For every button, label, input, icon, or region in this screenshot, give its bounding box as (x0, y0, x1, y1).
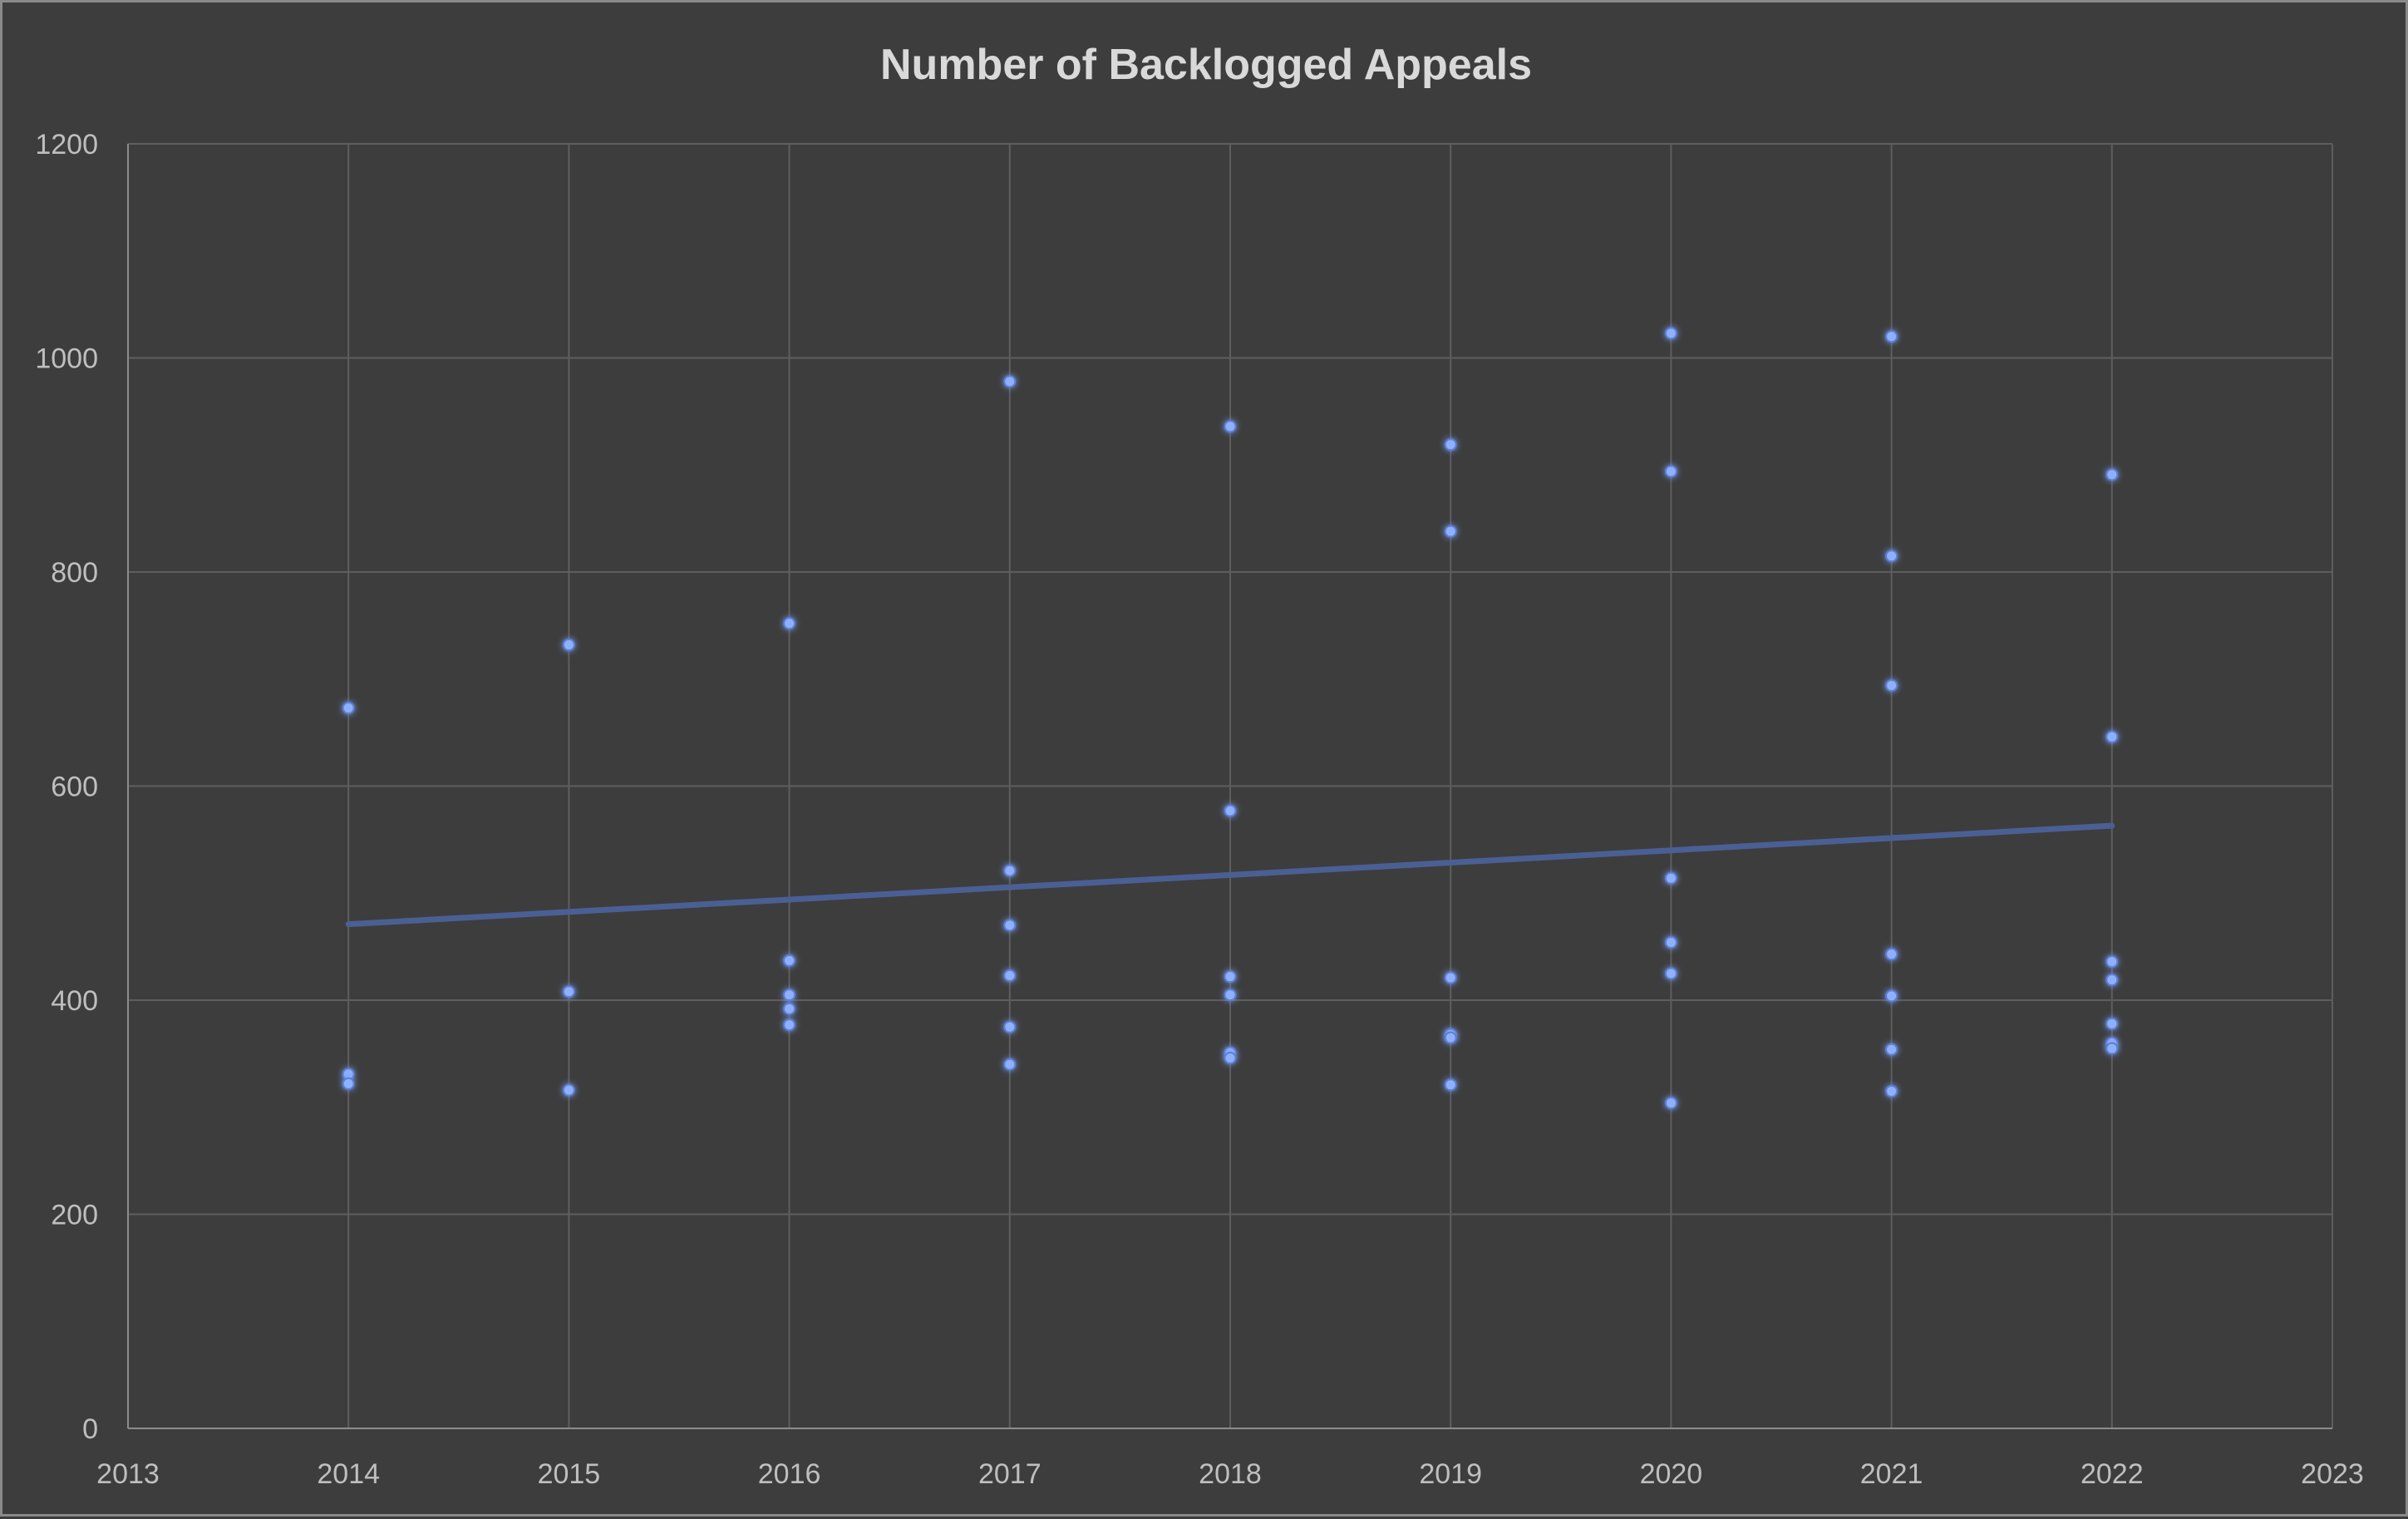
data-point (1444, 1031, 1457, 1044)
x-tick-label: 2019 (1419, 1458, 1482, 1490)
data-point (1003, 375, 1017, 388)
data-point (2105, 1042, 2119, 1055)
data-point (783, 617, 796, 630)
data-point (1224, 1052, 1237, 1065)
chart-title: Number of Backlogged Appeals (880, 41, 1532, 89)
data-point (783, 1018, 796, 1032)
data-point (562, 985, 575, 999)
y-tick-label: 1000 (35, 343, 98, 375)
data-point (2105, 468, 2119, 481)
data-point (1664, 465, 1677, 478)
data-point (1664, 967, 1677, 980)
data-point (1003, 864, 1017, 877)
data-point (1885, 330, 1898, 343)
gridlines (128, 143, 2333, 1428)
data-point (1224, 420, 1237, 433)
x-tick-label: 2020 (1640, 1458, 1703, 1490)
data-point (1003, 969, 1017, 982)
data-points (342, 327, 2119, 1110)
x-tick-label: 2014 (317, 1458, 380, 1490)
data-point (1885, 550, 1898, 563)
data-point (1003, 1058, 1017, 1071)
data-point (342, 702, 355, 715)
data-point (562, 1083, 575, 1097)
x-axis-tick-labels: 2013 2014 2015 2016 2017 2018 2019 2020 2021 2022… (96, 1458, 2364, 1490)
x-tick-label: 2015 (538, 1458, 601, 1490)
data-point (1885, 678, 1898, 692)
x-tick-label: 2022 (2081, 1458, 2144, 1490)
y-tick-label: 1200 (35, 129, 98, 160)
y-tick-label: 800 (51, 557, 98, 589)
data-point (783, 1002, 796, 1015)
data-point (1885, 1043, 1898, 1056)
data-point (1444, 525, 1457, 538)
data-point (1224, 989, 1237, 1002)
x-tick-label: 2021 (1860, 1458, 1923, 1490)
y-tick-label: 0 (82, 1413, 98, 1445)
data-point (342, 1077, 355, 1090)
data-point (1885, 1084, 1898, 1097)
data-point (2105, 955, 2119, 969)
data-point (2105, 974, 2119, 987)
data-point (1664, 327, 1677, 340)
data-point (783, 989, 796, 1002)
data-point (783, 954, 796, 967)
data-point (2105, 730, 2119, 743)
axes (127, 144, 2332, 1429)
y-tick-label: 400 (51, 985, 98, 1017)
data-point (1224, 804, 1237, 817)
data-point (1444, 1078, 1457, 1092)
y-axis-tick-labels: 0 200 400 600 800 1000 1200 (35, 129, 98, 1445)
data-point (1664, 871, 1677, 885)
data-point (2105, 1017, 2119, 1030)
data-point (562, 639, 575, 652)
data-point (1664, 1097, 1677, 1110)
x-tick-label: 2017 (978, 1458, 1041, 1490)
x-tick-label: 2016 (758, 1458, 821, 1490)
x-tick-label: 2023 (2301, 1458, 2364, 1490)
trendline (345, 822, 2115, 928)
x-tick-label: 2018 (1199, 1458, 1262, 1490)
trendline-layer (345, 822, 2115, 928)
y-tick-label: 600 (51, 772, 98, 803)
data-point (1224, 970, 1237, 984)
data-point (1003, 919, 1017, 932)
x-tick-label: 2013 (96, 1458, 160, 1490)
data-point (1444, 438, 1457, 451)
data-point (1664, 935, 1677, 949)
y-tick-label: 200 (51, 1200, 98, 1231)
data-point (1444, 971, 1457, 984)
data-point (1003, 1020, 1017, 1033)
data-point (1885, 989, 1898, 1003)
data-point (1885, 948, 1898, 961)
